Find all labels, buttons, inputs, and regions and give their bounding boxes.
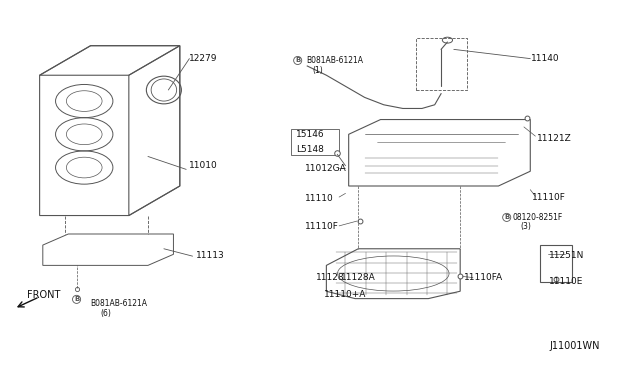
Text: J11001WN: J11001WN (550, 340, 600, 350)
Text: 11110: 11110 (305, 195, 333, 203)
Text: 11012GA: 11012GA (305, 164, 346, 173)
Text: 11110FA: 11110FA (464, 273, 503, 282)
Text: 12279: 12279 (189, 54, 218, 63)
Text: B: B (504, 214, 509, 220)
Text: B081AB-6121A: B081AB-6121A (91, 299, 148, 308)
Text: B: B (74, 296, 79, 302)
Text: B: B (295, 57, 300, 64)
Text: (6): (6) (100, 309, 111, 318)
Text: 11128: 11128 (316, 273, 344, 282)
Text: 11113: 11113 (196, 251, 225, 260)
Text: 11110F: 11110F (532, 193, 565, 202)
Text: (3): (3) (521, 222, 532, 231)
Text: L5148: L5148 (296, 145, 324, 154)
Text: 11110F: 11110F (305, 222, 339, 231)
Text: 11110+A: 11110+A (324, 291, 367, 299)
Text: 11251N: 11251N (549, 251, 585, 260)
Text: 08120-8251F: 08120-8251F (513, 213, 563, 222)
Text: FRONT: FRONT (27, 290, 60, 300)
Text: 11010: 11010 (189, 161, 218, 170)
Text: 11121Z: 11121Z (537, 134, 572, 142)
Text: B081AB-6121A: B081AB-6121A (306, 56, 363, 65)
Text: 11140: 11140 (531, 54, 559, 63)
Text: 11128A: 11128A (341, 273, 376, 282)
Text: 11110E: 11110E (549, 278, 584, 286)
Text: 15146: 15146 (296, 130, 324, 139)
Text: (1): (1) (312, 66, 323, 75)
